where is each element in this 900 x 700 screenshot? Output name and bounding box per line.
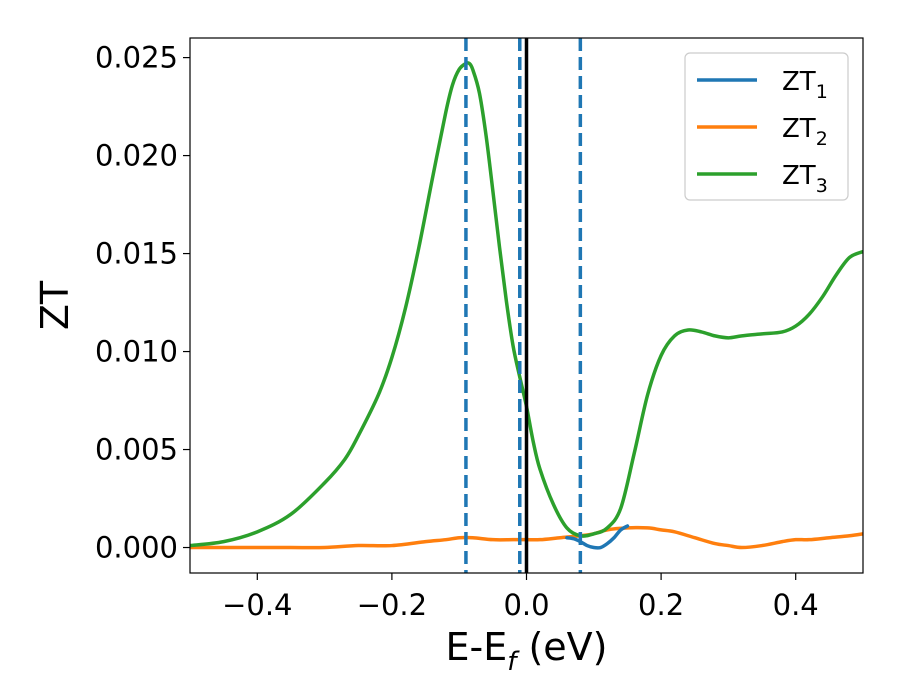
x-tick-label: −0.4 xyxy=(222,588,292,622)
legend-label-sub: 3 xyxy=(816,175,828,197)
y-tick-label: 0.015 xyxy=(95,237,178,271)
x-axis-label-main: E-E xyxy=(446,625,508,669)
legend-label-zt-1: ZT1 xyxy=(782,67,828,103)
legend-box xyxy=(684,52,849,201)
legend-label-main: ZT xyxy=(782,114,816,144)
x-tick-label: 0.2 xyxy=(638,588,684,622)
x-tick-label: 0.0 xyxy=(503,588,549,622)
y-tick-label: 0.010 xyxy=(95,335,178,369)
x-tick-label: 0.4 xyxy=(773,588,819,622)
axes: −0.4 −0.2 0.0 0.2 0.4 0.000 0.005 0.010 0.015 0.0… xyxy=(33,37,864,677)
plot-area xyxy=(190,38,863,573)
legend-label-main: ZT xyxy=(782,67,816,97)
x-tick-label: −0.2 xyxy=(357,588,427,622)
x-axis-label: E-Ef (eV) xyxy=(446,625,608,677)
legend-label-sub: 2 xyxy=(816,128,828,150)
x-axis-label-unit: (eV) xyxy=(516,625,607,669)
y-tick-label: 0.005 xyxy=(95,433,178,467)
y-tick-label: 0.025 xyxy=(95,41,178,75)
y-axis-label: ZT xyxy=(33,280,77,330)
y-tick-label: 0.000 xyxy=(95,531,178,565)
series-line-zt-1 xyxy=(565,524,630,550)
legend-label-zt-3: ZT3 xyxy=(782,161,828,197)
legend-label-sub: 1 xyxy=(816,81,828,103)
legend-label-zt-2: ZT2 xyxy=(782,114,828,150)
y-tick-label: 0.020 xyxy=(95,139,178,173)
legend-label-main: ZT xyxy=(782,161,816,191)
